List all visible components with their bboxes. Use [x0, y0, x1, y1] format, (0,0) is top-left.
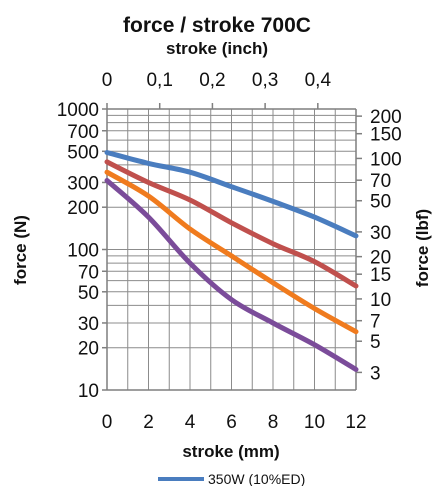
top-tick-label: 0: [102, 70, 113, 91]
y-tick-label: 20: [78, 339, 99, 360]
y-axis-label: force (N): [11, 215, 30, 285]
legend: 350W (10%ED): [158, 471, 305, 486]
x-tick-label: 8: [268, 412, 279, 433]
top-tick-label: 0,4: [305, 70, 332, 91]
top-tick-label: 0,1: [146, 70, 172, 91]
y-tick-label: 30: [78, 314, 99, 335]
x-tick-label: 6: [226, 412, 237, 433]
tick-labels: 0 2 4 6 8 10 120 0,1 0,2 0,3 0,4102030507010020030…: [57, 70, 402, 433]
y-tick-label: 700: [67, 122, 99, 143]
y-tick-label: 100: [67, 241, 99, 262]
x-tick-label: 10: [304, 412, 325, 433]
y-tick-label: 50: [78, 283, 99, 304]
y-tick-label: 1000: [57, 100, 99, 121]
series-line-1: [104, 150, 359, 239]
y2-tick-label: 20: [370, 248, 391, 269]
y-tick-label: 300: [67, 173, 99, 194]
top-axis-label: stroke (inch): [166, 39, 268, 58]
y-tick-label: 70: [78, 262, 99, 283]
x-axis-label: stroke (mm): [182, 442, 279, 461]
y2-tick-label: 50: [370, 192, 391, 213]
y2-tick-label: 100: [370, 149, 402, 170]
y2-tick-label: 7: [370, 312, 381, 333]
series-line-4: [104, 178, 359, 372]
y2-tick-label: 5: [370, 332, 381, 353]
x-tick-label: 4: [185, 412, 196, 433]
y2-tick-label: 15: [370, 265, 391, 286]
series-line-2: [104, 159, 359, 289]
series-line-3: [104, 169, 359, 335]
y-tick-label: 200: [67, 198, 99, 219]
x-tick-label: 12: [345, 412, 366, 433]
axes: [102, 103, 362, 391]
y2-tick-label: 10: [370, 290, 391, 311]
y2-tick-label: 30: [370, 223, 391, 244]
y2-tick-label: 200: [370, 107, 402, 128]
y2-tick-label: 150: [370, 125, 402, 146]
y2-tick-label: 70: [370, 171, 391, 192]
y2-axis-label: force (lbf): [413, 209, 432, 287]
x-tick-label: 2: [143, 412, 154, 433]
top-tick-label: 0,3: [252, 70, 278, 91]
x-tick-label: 0: [102, 412, 113, 433]
legend-label-350w: 350W (10%ED): [208, 471, 305, 486]
series-lines: [104, 150, 359, 372]
y-tick-label: 500: [67, 142, 99, 163]
chart-title: force / stroke 700C: [123, 14, 311, 37]
top-tick-label: 0,2: [199, 70, 225, 91]
y-tick-label: 10: [78, 381, 99, 402]
y2-tick-label: 3: [370, 363, 381, 384]
